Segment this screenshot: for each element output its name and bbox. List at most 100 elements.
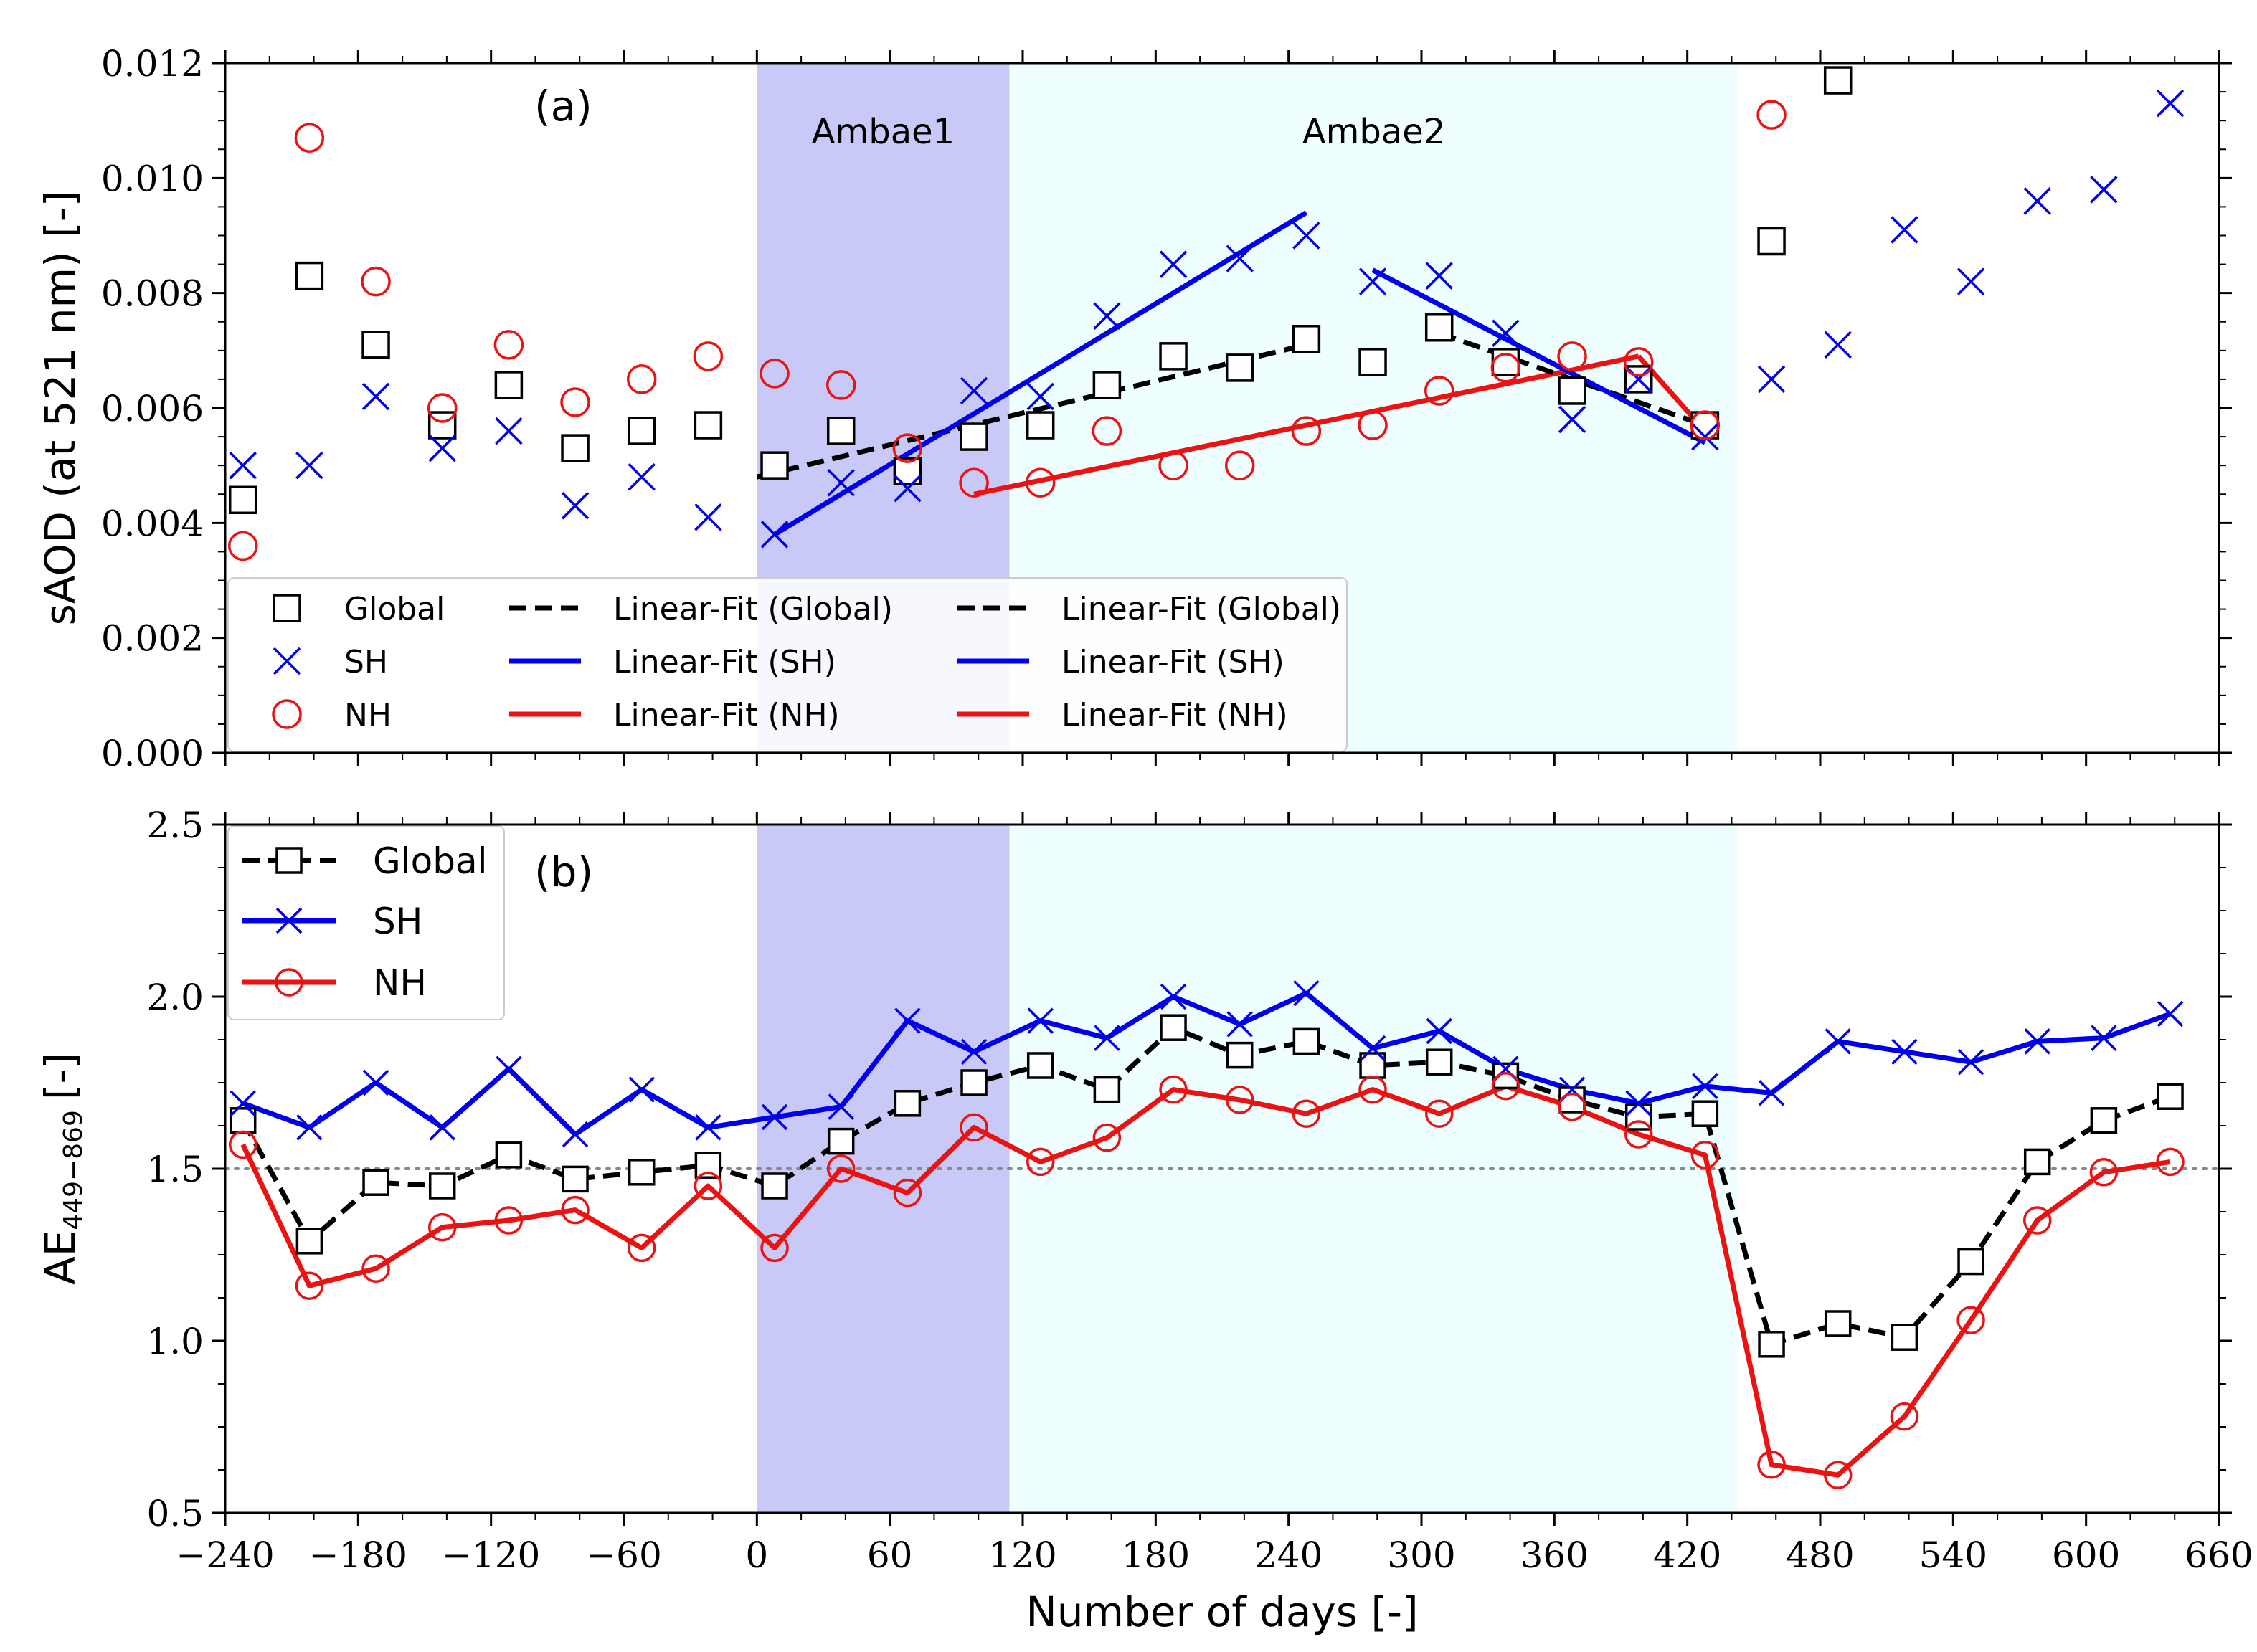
x-tick-label: 540 bbox=[1919, 1534, 1987, 1576]
a-point-global bbox=[1823, 66, 1853, 95]
a-legend-box bbox=[227, 577, 1348, 752]
b-point-sh bbox=[1359, 1035, 1386, 1062]
b-point-global bbox=[1891, 1324, 1918, 1351]
b-point-sh bbox=[2024, 1028, 2050, 1055]
a-point-sh bbox=[1159, 250, 1188, 278]
b-point-sh bbox=[1160, 983, 1187, 1010]
a-point-sh bbox=[694, 503, 722, 531]
b-point-nh bbox=[1890, 1402, 1919, 1431]
b-point-nh bbox=[694, 1172, 723, 1200]
b-point-sh bbox=[695, 1114, 721, 1141]
b-point-sh bbox=[1692, 1073, 1718, 1100]
a-point-sh bbox=[2156, 89, 2185, 118]
a-legend: Global SH NH Linear-Fit (Global) Linear-Fit … bbox=[227, 577, 1348, 752]
a-legend-label-global: Global bbox=[344, 591, 445, 627]
b-point-sh bbox=[429, 1114, 455, 1141]
a-point-nh bbox=[1358, 410, 1388, 440]
a-point-sh bbox=[894, 474, 922, 503]
a-point-global bbox=[361, 331, 390, 359]
b-legend-label-nh: NH bbox=[373, 962, 427, 1004]
b-y-axis-label: AE449−869 [-] bbox=[36, 1053, 88, 1285]
a-point-sh bbox=[1492, 319, 1520, 348]
x-axis-label: Number of days [-] bbox=[1026, 1587, 1418, 1636]
a-point-sh bbox=[628, 462, 656, 491]
a-legend-fit-label-0-1: Linear-Fit (SH) bbox=[613, 644, 836, 680]
a-point-sh bbox=[561, 492, 590, 520]
b-point-nh bbox=[1624, 1120, 1653, 1149]
b-point-global bbox=[1957, 1248, 1984, 1276]
b-point-nh bbox=[1690, 1141, 1720, 1169]
b-point-sh bbox=[894, 1007, 921, 1034]
b-point-nh bbox=[1558, 1092, 1586, 1121]
b-point-nh bbox=[1292, 1099, 1321, 1128]
b-legend-marker-sh bbox=[275, 907, 303, 934]
b-point-sh bbox=[1625, 1090, 1652, 1117]
a-point-nh bbox=[1756, 100, 1787, 130]
b-point-global bbox=[2023, 1148, 2051, 1176]
b-point-nh bbox=[494, 1206, 524, 1235]
fit-line-1 bbox=[773, 210, 1308, 537]
b-point-nh bbox=[960, 1113, 988, 1142]
b-point-nh bbox=[1491, 1072, 1520, 1101]
a-axis-ticks: 0.000 0.002 0.004 0.006 0.008 0.010 0.012 bbox=[101, 43, 2232, 774]
b-point-sh bbox=[1094, 1025, 1120, 1051]
y-tick-label: 0.008 bbox=[101, 273, 204, 315]
a-point-sh bbox=[1093, 302, 1121, 330]
y-tick-label: 0.004 bbox=[101, 503, 204, 544]
region-label-ambae2: Ambae2 bbox=[1302, 112, 1446, 152]
a-point-global bbox=[694, 411, 723, 440]
a-point-sh bbox=[1425, 262, 1453, 290]
a-legend-fit-label-1-2: Linear-Fit (NH) bbox=[1061, 697, 1288, 734]
b-point-sh bbox=[960, 1038, 988, 1065]
a-point-global bbox=[760, 451, 789, 480]
a-point-global bbox=[228, 485, 257, 515]
x-tick-label: −60 bbox=[586, 1534, 662, 1576]
b-point-global bbox=[894, 1090, 922, 1117]
a-point-global bbox=[1358, 348, 1387, 376]
x-tick-label: −240 bbox=[176, 1534, 274, 1576]
a-point-sh bbox=[1757, 365, 1786, 394]
b-point-global bbox=[1558, 1086, 1586, 1114]
b-point-nh bbox=[295, 1271, 324, 1300]
b-point-global bbox=[1226, 1041, 1254, 1069]
a-point-sh bbox=[495, 417, 523, 445]
x-tick-label: 480 bbox=[1786, 1534, 1854, 1576]
b-point-global bbox=[2157, 1083, 2184, 1110]
y-tick-label: 0.5 bbox=[146, 1493, 204, 1534]
a-y-axis-label: sAOD (at 521 nm) [-] bbox=[36, 191, 85, 626]
a-point-sh bbox=[1292, 222, 1320, 250]
a-point-sh bbox=[229, 451, 257, 480]
a-point-nh bbox=[825, 370, 856, 400]
b-point-global bbox=[960, 1069, 988, 1096]
y-tick-label: 0.006 bbox=[101, 388, 204, 429]
y-tick-label: 2.0 bbox=[146, 977, 204, 1018]
a-point-global bbox=[561, 434, 590, 462]
b-point-nh bbox=[561, 1195, 590, 1225]
y-tick-label: 0.012 bbox=[101, 43, 204, 85]
a-point-nh bbox=[1224, 450, 1255, 480]
b-point-nh bbox=[760, 1233, 789, 1263]
b-point-nh bbox=[1358, 1075, 1387, 1104]
a-point-global bbox=[1292, 325, 1321, 353]
a-point-global bbox=[1424, 313, 1454, 342]
a-point-sh bbox=[2023, 187, 2051, 215]
x-tick-label: 600 bbox=[2052, 1534, 2120, 1576]
b-point-global bbox=[562, 1165, 589, 1193]
x-tick-label: 240 bbox=[1254, 1534, 1323, 1576]
a-point-global bbox=[1757, 227, 1786, 256]
b-point-nh bbox=[1956, 1306, 1985, 1334]
a-legend-fit-label-0-0: Linear-Fit (Global) bbox=[613, 591, 893, 627]
b-point-global bbox=[1824, 1310, 1852, 1337]
a-point-sh bbox=[1824, 331, 1852, 359]
a-point-sh bbox=[295, 451, 323, 480]
b-point-global bbox=[1292, 1027, 1320, 1055]
b-point-global bbox=[1691, 1100, 1719, 1127]
a-point-sh bbox=[1226, 245, 1254, 272]
b-point-global bbox=[1758, 1331, 1785, 1358]
a-point-nh bbox=[1158, 450, 1188, 480]
x-tick-label: 180 bbox=[1122, 1534, 1190, 1576]
b-point-global bbox=[1160, 1014, 1187, 1041]
a-point-nh bbox=[760, 359, 790, 389]
b-point-nh bbox=[427, 1212, 457, 1242]
